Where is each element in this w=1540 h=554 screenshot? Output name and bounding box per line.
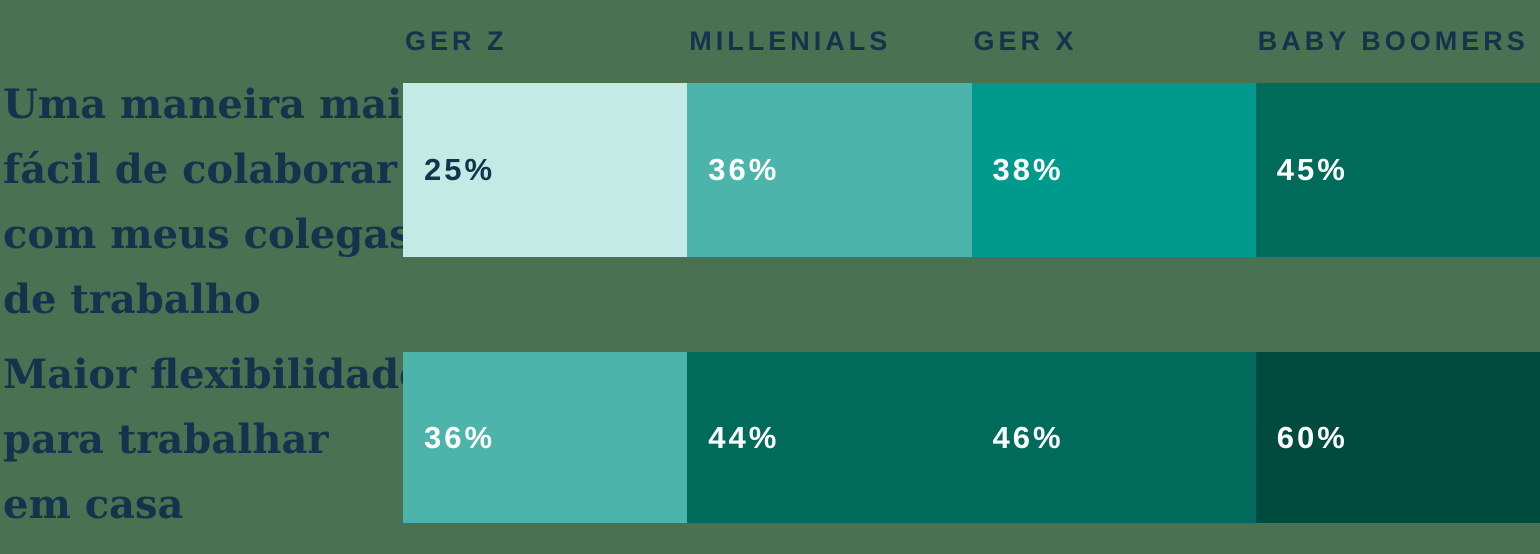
row-label-line: em casa <box>3 481 184 528</box>
bar-segment-ger-x: 38% <box>971 83 1256 257</box>
row-label-line: de trabalho <box>3 276 261 323</box>
bar-value-label: 45% <box>1276 152 1348 187</box>
bar-value-label: 38% <box>992 152 1064 187</box>
bar-segment-ger-z: 36% <box>403 352 688 523</box>
bar-value-label: 60% <box>1276 419 1348 455</box>
bar-segment-ger-z: 25% <box>403 83 688 257</box>
row-label-line: para trabalhar <box>3 416 329 463</box>
row-label-line: Maior flexibilidade <box>3 351 425 398</box>
bar-segment-millenials: 44% <box>687 352 972 523</box>
bar-value-label: 36% <box>424 419 496 455</box>
column-header-baby-boomers: BABY BOOMERS <box>1257 26 1529 56</box>
bar-value-label: 46% <box>992 419 1064 455</box>
column-header-ger-x: GER X <box>973 26 1078 56</box>
row-label-flexibility: Maior flexibilidade para trabalhar em ca… <box>3 342 425 537</box>
bar-segment-baby-boomers: 60% <box>1255 352 1540 523</box>
bar-value-label: 25% <box>424 152 496 187</box>
bar-value-label: 44% <box>708 419 780 455</box>
bar-row-flexibility: 36% 44% 46% 60% <box>403 352 1540 523</box>
column-headers: GER Z MILLENIALS GER X BABY BOOMERS <box>403 26 1540 57</box>
row-label-collaborate: Uma maneira mais fácil de colaborar com … <box>3 72 425 332</box>
column-header-ger-z: GER Z <box>405 26 508 56</box>
bar-segment-baby-boomers: 45% <box>1255 83 1540 257</box>
row-label-line: com meus colegas <box>3 211 412 258</box>
row-label-line: Uma maneira mais <box>3 81 425 128</box>
bar-value-label: 36% <box>708 152 780 187</box>
column-header-millenials: MILLENIALS <box>689 26 892 56</box>
bar-row-collaborate: 25% 36% 38% 45% <box>403 83 1540 257</box>
bar-segment-ger-x: 46% <box>971 352 1256 523</box>
bar-segment-millenials: 36% <box>687 83 972 257</box>
row-label-line: fácil de colaborar <box>3 146 398 193</box>
